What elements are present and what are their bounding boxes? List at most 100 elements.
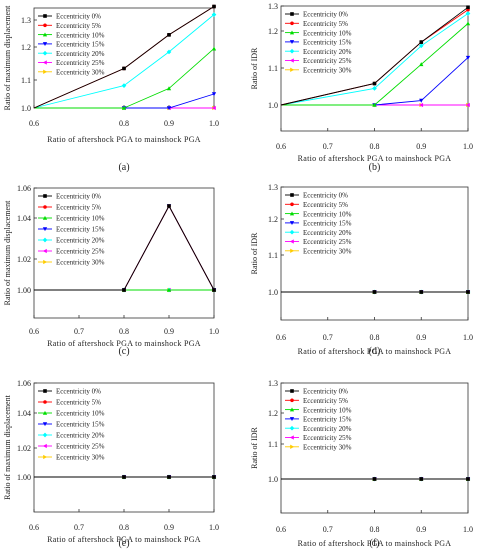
legend-entry: Eccentricity 5%	[303, 20, 348, 28]
legend-entry: Eccentricity 25%	[56, 248, 105, 256]
legend-swatch-marker	[43, 259, 48, 265]
legend: Eccentricity 0%Eccentricity 5%Eccentrici…	[38, 13, 105, 77]
x-tick-label: 1.0	[463, 525, 473, 534]
chart-panel: 1.0 1.1 1.2 1.3 0.6 0.7 0.8 0.9 1.0 Ratio of afte…	[250, 183, 473, 357]
legend-swatch-marker	[289, 221, 295, 226]
y-tick-label: 1.1	[21, 76, 31, 85]
y-tick-label: 1.1	[268, 64, 278, 73]
data-point	[465, 11, 471, 16]
legend-swatch-marker	[42, 248, 47, 254]
data-point	[211, 92, 217, 97]
x-tick-label: 0.9	[164, 327, 174, 336]
chart-panel: 1.00 1.02 1.04 1.06 0.6 0.7 0.8 0.9 1.0 Ratio of …	[3, 379, 219, 549]
panel-label: (a)	[118, 162, 129, 173]
x-tick-label: 0.6	[276, 525, 286, 534]
y-tick-label: 1.3	[21, 16, 31, 25]
legend-entry: Eccentricity 20%	[56, 50, 105, 58]
legend-entry: Eccentricity 0%	[303, 388, 348, 396]
legend-swatch-marker	[42, 215, 48, 220]
data-point	[167, 204, 171, 208]
x-axis-title: Ratio of aftershock PGA to mainshock PGA	[47, 135, 201, 144]
legend-entry: Eccentricity 5%	[56, 399, 101, 407]
legend-swatch-marker	[43, 389, 47, 393]
x-tick-label: 1.0	[209, 327, 219, 336]
y-axis-title: Ratio of IDR	[250, 47, 259, 89]
series-line	[33, 14, 215, 109]
legend-entry: Eccentricity 10%	[303, 29, 352, 37]
y-tick-label: 1.0	[268, 101, 278, 110]
legend-entry: Eccentricity 15%	[56, 226, 105, 234]
data-point	[122, 475, 126, 479]
legend-entry: Eccentricity 20%	[303, 425, 352, 433]
data-point	[212, 288, 216, 292]
y-tick-label: 1.00	[17, 286, 31, 295]
legend-entry: Eccentricity 20%	[303, 229, 352, 237]
x-tick-label: 0.9	[416, 142, 426, 151]
legend-entry: Eccentricity 15%	[56, 41, 105, 49]
legend: Eccentricity 0%Eccentricity 5%Eccentrici…	[285, 192, 352, 256]
x-tick-label: 0.8	[370, 333, 380, 342]
series-line	[280, 13, 469, 106]
x-axis-title: Ratio of aftershock PGA to mainshock PGA	[47, 339, 201, 348]
data-point	[211, 105, 216, 111]
legend-entry: Eccentricity 5%	[303, 201, 348, 209]
x-tick-label: 0.7	[74, 327, 84, 336]
legend-swatch-marker	[42, 432, 48, 438]
y-tick-label: 1.2	[268, 215, 278, 224]
y-tick-label: 1.0	[268, 475, 278, 484]
legend-entry: Eccentricity 15%	[303, 220, 352, 228]
legend-swatch-marker	[290, 389, 294, 393]
legend-swatch-marker	[43, 14, 47, 18]
y-axis-title: Ratio of maximum displacement	[3, 5, 12, 110]
y-tick-label: 1.3	[268, 2, 278, 11]
legend-swatch-marker	[289, 30, 295, 35]
x-tick-label: 1.0	[463, 333, 473, 342]
x-tick-label: 0.6	[276, 142, 286, 151]
legend-swatch-marker	[43, 194, 47, 198]
x-tick-label: 0.9	[164, 523, 174, 532]
x-tick-label: 0.8	[370, 142, 380, 151]
x-tick-label: 1.0	[463, 142, 473, 151]
data-point	[419, 40, 424, 44]
x-tick-label: 0.8	[370, 525, 380, 534]
data-point	[465, 55, 471, 60]
data-point	[466, 5, 470, 10]
y-axis-title: Ratio of maximum displacement	[3, 394, 12, 499]
legend-swatch-marker	[290, 398, 294, 403]
legend: Eccentricity 0%Eccentricity 5%Eccentrici…	[38, 193, 105, 267]
panel-label: (d)	[369, 346, 381, 357]
legend-entry: Eccentricity 30%	[303, 444, 352, 452]
y-tick-label: 1.1	[268, 251, 278, 260]
panel-label: (c)	[118, 346, 129, 357]
data-point	[121, 105, 127, 110]
data-point	[465, 21, 471, 26]
data-point	[212, 4, 216, 9]
legend-swatch-marker	[289, 211, 295, 216]
legend-entry: Eccentricity 15%	[303, 39, 352, 47]
legend-swatch-marker	[42, 227, 48, 232]
series-line	[281, 23, 469, 106]
y-tick-label: 1.04	[17, 409, 31, 418]
data-point	[418, 43, 424, 49]
data-point	[372, 290, 377, 294]
legend-swatch-marker	[289, 239, 294, 244]
chart-panel: 1.00 1.02 1.04 1.06 0.6 0.7 0.8 0.9 1.0 Ratio of …	[3, 184, 219, 357]
x-tick-label: 0.8	[119, 523, 129, 532]
legend-entry: Eccentricity 30%	[56, 69, 105, 77]
x-axis-title: Ratio of aftershock PGA to mainshock PGA	[298, 539, 452, 548]
data-point	[211, 12, 217, 17]
legend-entry: Eccentricity 30%	[56, 259, 105, 267]
legend-swatch-marker	[289, 435, 294, 440]
y-tick-label: 1.2	[268, 409, 278, 418]
legend-entry: Eccentricity 25%	[303, 434, 352, 442]
x-tick-label: 1.0	[209, 119, 219, 128]
data-point	[122, 288, 126, 292]
legend-entry: Eccentricity 30%	[56, 454, 105, 462]
x-tick-label: 0.7	[323, 142, 333, 151]
legend-entry: Eccentricity 30%	[303, 248, 352, 256]
data-point	[122, 66, 126, 71]
data-point	[372, 477, 377, 481]
y-tick-label: 1.04	[17, 214, 31, 223]
legend-swatch-marker	[289, 40, 295, 45]
